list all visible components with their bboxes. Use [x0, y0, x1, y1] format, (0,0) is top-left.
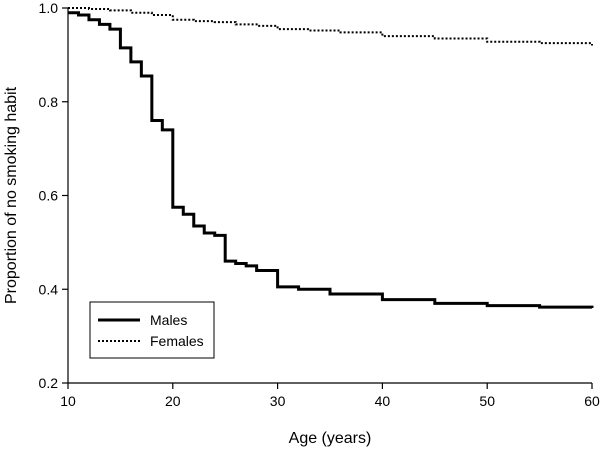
y-axis-title: Proportion of no smoking habit — [3, 86, 20, 304]
legend-label-males: Males — [150, 312, 187, 328]
y-ticks: 0.2 0.4 0.6 0.8 1.0 — [39, 0, 68, 391]
legend: Males Females — [89, 301, 215, 359]
series-line-males — [68, 11, 594, 309]
y-tick-label: 0.8 — [39, 94, 59, 110]
x-tick-label: 60 — [584, 393, 600, 409]
x-axis-title: Age (years) — [289, 430, 372, 447]
legend-box — [89, 301, 215, 359]
x-ticks: 10 20 30 40 50 60 — [60, 383, 600, 409]
x-tick-label: 50 — [479, 393, 495, 409]
y-tick-label: 0.6 — [39, 188, 59, 204]
x-tick-label: 20 — [165, 393, 181, 409]
series-line-females — [68, 7, 593, 46]
y-tick-label: 0.4 — [39, 281, 59, 297]
series-layer — [68, 7, 594, 309]
y-tick-label: 0.2 — [39, 375, 59, 391]
legend-label-females: Females — [150, 333, 204, 349]
y-tick-label: 1.0 — [39, 0, 59, 16]
x-tick-label: 30 — [270, 393, 286, 409]
x-tick-label: 10 — [60, 393, 76, 409]
x-tick-label: 40 — [375, 393, 391, 409]
